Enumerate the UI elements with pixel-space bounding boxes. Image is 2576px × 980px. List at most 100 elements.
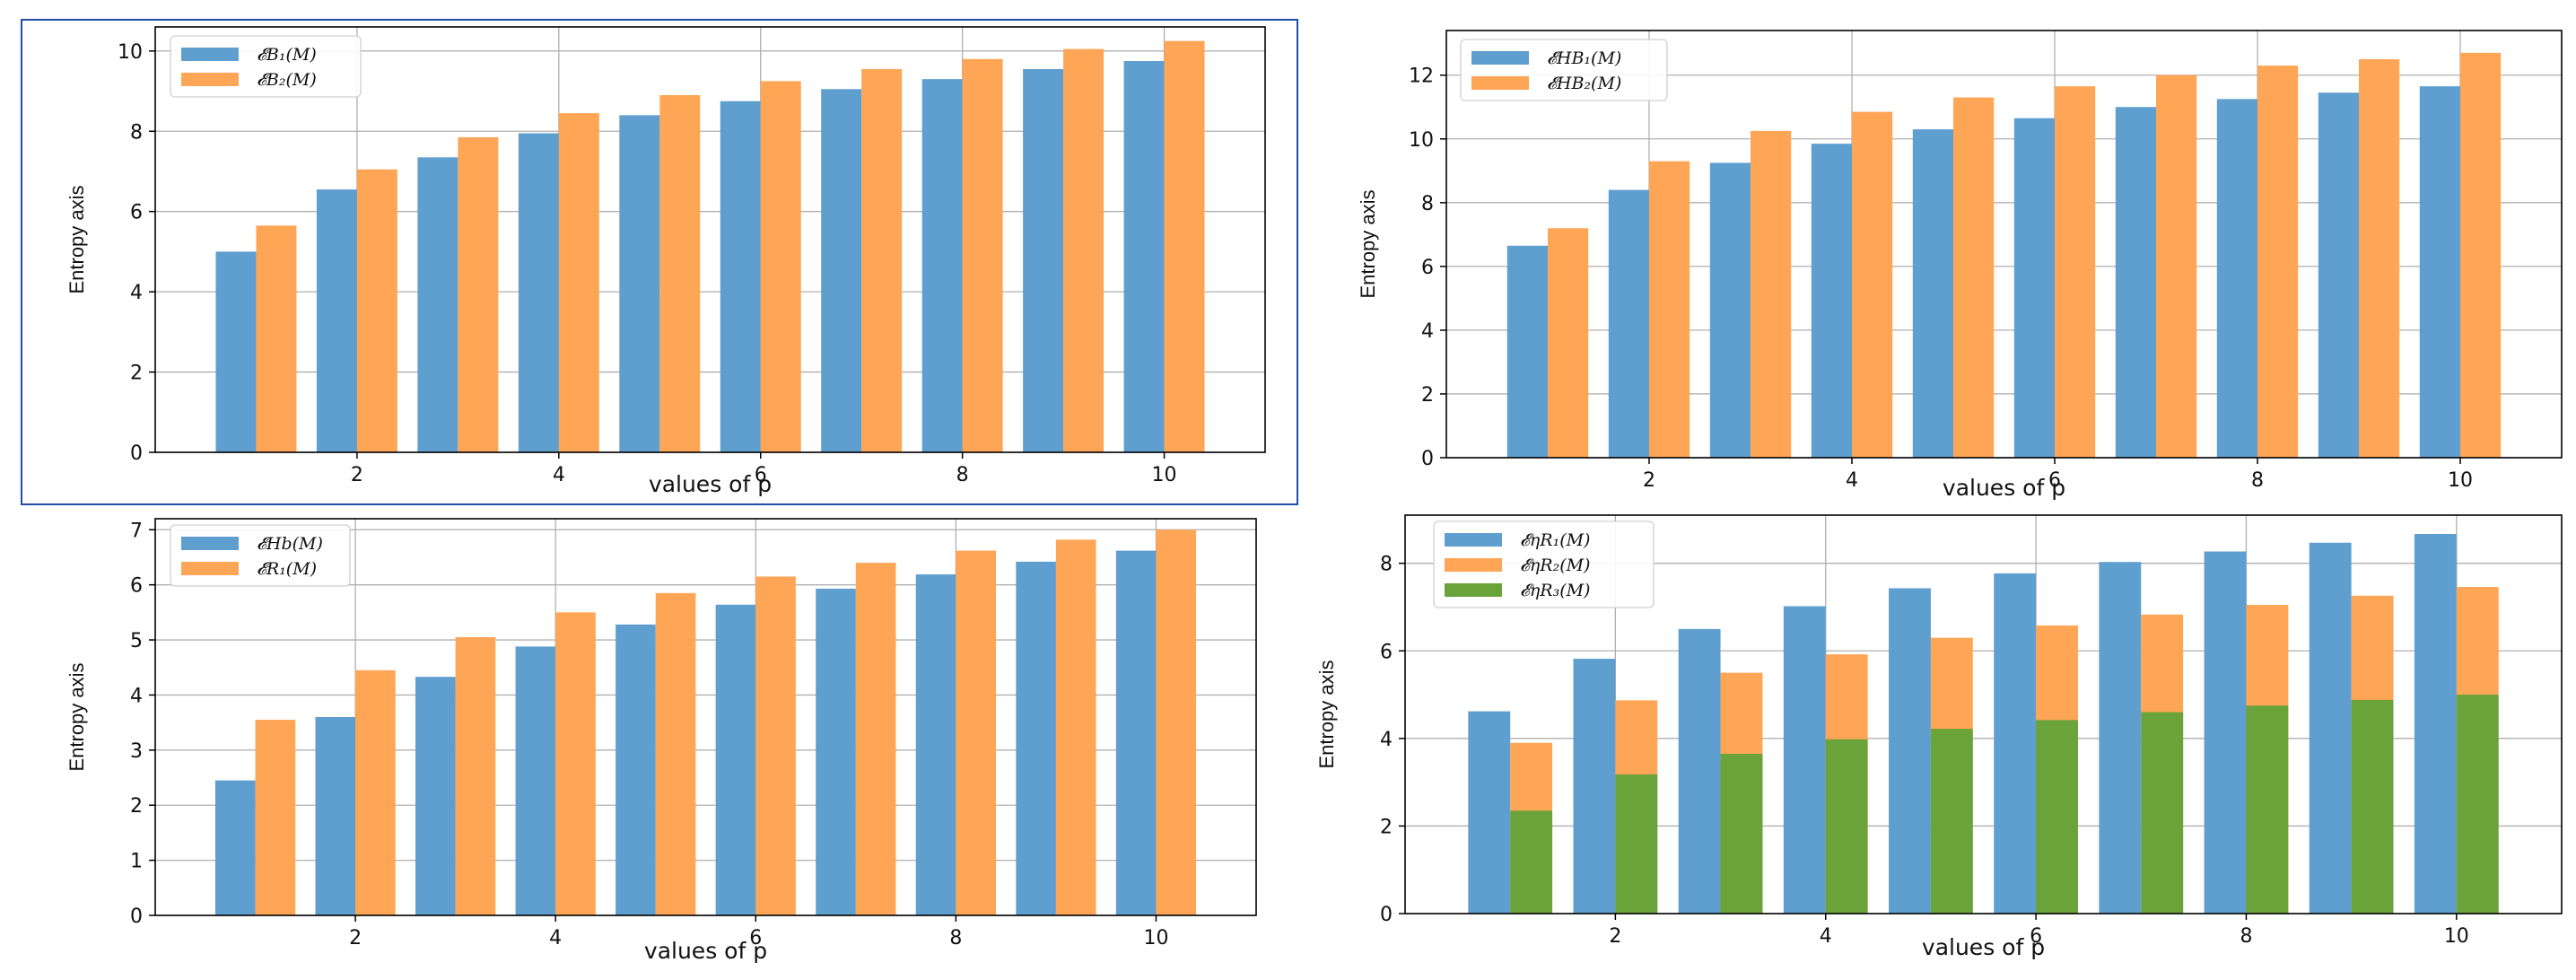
- bar-series-1-p2: [315, 717, 356, 915]
- x-tick-label: 10: [2444, 925, 2469, 948]
- bar-series-1-p7: [816, 588, 856, 915]
- legend-swatch: [1471, 76, 1529, 90]
- x-ticks: 2 4 6 8 10: [349, 915, 1168, 949]
- y-tick-label: 8: [1380, 554, 1393, 576]
- x-tick-label: 6: [755, 464, 767, 486]
- bar-series-2-p10: [2460, 52, 2502, 459]
- x-tick-label: 2: [1643, 469, 1655, 492]
- bar-series-3-p4: [1825, 739, 1868, 914]
- y-ticks: 0 1 2 3 4 5 6 7: [130, 520, 155, 928]
- bar-series-2-p7: [861, 68, 903, 453]
- y-ticks: 0 2 4 6 8 10 12: [1409, 66, 1446, 470]
- y-axis-title: Entropy axis: [65, 662, 88, 771]
- x-tick-label: 6: [749, 927, 762, 949]
- bar-series-1-p7: [2115, 107, 2156, 459]
- bar-series-1-p6: [720, 101, 761, 453]
- y-ticks: 0 2 4 6 8 10: [118, 41, 155, 465]
- y-tick-label: 4: [1380, 729, 1393, 751]
- bar-series-1-p7: [821, 89, 862, 453]
- bar-series-1-p8: [2216, 99, 2257, 458]
- bar-series-1-p3: [1678, 628, 1721, 914]
- legend-label: 𝓔R₁(M): [257, 559, 317, 579]
- y-tick-label: 0: [1380, 904, 1393, 926]
- legend-label: 𝓔ηR₁(M): [1520, 530, 1590, 550]
- legend-label: 𝓔HB₁(M): [1547, 48, 1621, 68]
- x-tick-label: 8: [956, 464, 969, 486]
- bar-series-1-p4: [515, 646, 556, 915]
- bar-series-2-p2: [355, 669, 396, 915]
- y-tick-label: 0: [130, 906, 143, 928]
- legend-swatch: [181, 537, 239, 550]
- plot-frame: [154, 518, 1257, 916]
- legend-label: 𝓔B₁(M): [257, 45, 317, 65]
- y-tick-label: 6: [130, 575, 143, 598]
- x-ticks: 2 4 6 8 10: [1643, 458, 2473, 492]
- bar-series-2-p3: [458, 136, 499, 453]
- bar-series-3-p3: [1720, 753, 1763, 914]
- bar-series-2-p9: [1055, 539, 1096, 915]
- bar-series-1-p9: [2318, 92, 2359, 459]
- bar-series-2-p4: [555, 612, 596, 915]
- y-tick-label: 7: [130, 520, 143, 542]
- bar-series-1-p5: [1912, 129, 1953, 459]
- bar-series-2-p3: [1751, 130, 1792, 459]
- bar-series-1-p2: [1608, 189, 1649, 458]
- plot-frame: [1404, 514, 2563, 914]
- bar-series-2-p6: [760, 81, 801, 453]
- x-axis-title: values of p: [649, 471, 772, 497]
- legend-swatch: [181, 48, 239, 61]
- x-tick-label: 4: [1820, 925, 1832, 948]
- panel-bottom-right: 0 2 4 6 8 2 4 6 8 10 values of p Entropy axis 𝓔η…: [1315, 514, 2563, 960]
- bar-series-1-p5: [1889, 588, 1931, 914]
- x-tick-label: 2: [351, 464, 363, 486]
- y-axis-title: Entropy axis: [1357, 189, 1379, 298]
- x-tick-label: 8: [949, 927, 962, 949]
- bar-series-1-p1: [215, 251, 257, 452]
- bar-series-1-p10: [2419, 86, 2460, 458]
- bar-series-1-p8: [921, 79, 963, 452]
- bar-series-1-p4: [1783, 606, 1826, 914]
- y-tick-label: 12: [1409, 66, 1434, 88]
- bar-series-3-p8: [2246, 705, 2289, 914]
- legend-label: 𝓔ηR₂(M): [1520, 556, 1590, 575]
- y-tick-label: 0: [130, 442, 143, 465]
- bar-series-2-p6: [755, 576, 796, 915]
- bar-series-2-p8: [956, 550, 996, 915]
- panel-bottom-left: 0 1 2 3 4 5 6 7 2 4 6 8 10 values of p Entropy axis…: [65, 518, 1257, 964]
- bar-series-1-p2: [316, 189, 357, 453]
- x-axis-title: values of p: [644, 938, 767, 964]
- bar-series-3-p1: [1510, 810, 1553, 914]
- bar-series-2-p5: [659, 95, 701, 453]
- legend: 𝓔ηR₁(M) 𝓔ηR₂(M) 𝓔ηR₃(M): [1433, 521, 1655, 608]
- bar-series-2-p10: [1164, 40, 1205, 453]
- bar-series-1-p9: [1023, 68, 1064, 453]
- bar-series-1-p1: [214, 780, 256, 915]
- bar-series-1-p4: [1811, 144, 1852, 458]
- bar-series-2-p1: [256, 225, 297, 452]
- bar-series-1-p10: [1123, 61, 1165, 453]
- panel-top-right: 0 2 4 6 8 10 12 2 4 6 8 10 values of p Entropy axi…: [1357, 30, 2563, 501]
- bars: [1506, 52, 2502, 459]
- x-ticks: 2 4 6 8 10: [1609, 914, 2469, 948]
- bar-series-2-p1: [1548, 228, 1589, 458]
- bar-series-2-p3: [455, 636, 496, 915]
- bar-series-2-p4: [1852, 111, 1893, 458]
- y-tick-label: 6: [1421, 257, 1434, 279]
- legend-swatch: [1445, 583, 1502, 597]
- y-tick-label: 8: [1421, 193, 1434, 215]
- y-tick-label: 6: [1380, 641, 1393, 663]
- bar-series-1-p1: [1506, 245, 1548, 458]
- bar-series-1-p10: [2414, 533, 2457, 914]
- bar-series-2-p5: [655, 592, 696, 915]
- legend-label: 𝓔ηR₃(M): [1520, 581, 1590, 600]
- y-tick-label: 8: [130, 121, 143, 144]
- y-tick-label: 3: [130, 740, 143, 763]
- legend: 𝓔Hb(M) 𝓔R₁(M): [170, 524, 351, 587]
- y-tick-label: 6: [130, 202, 143, 224]
- y-tick-label: 10: [118, 41, 143, 64]
- legend: 𝓔HB₁(M) 𝓔HB₂(M): [1460, 39, 1668, 101]
- x-tick-label: 4: [549, 927, 562, 949]
- legend-swatch: [181, 73, 239, 86]
- figure-frame: [21, 19, 1298, 505]
